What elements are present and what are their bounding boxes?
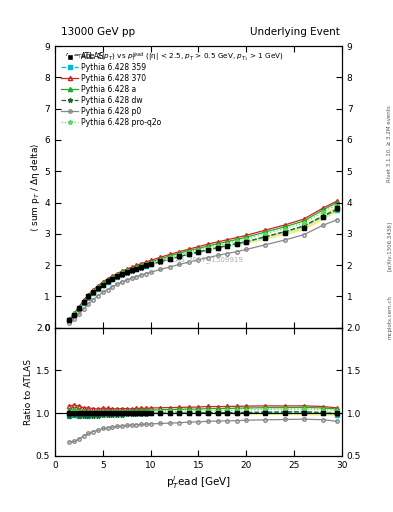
Y-axis label: Ratio to ATLAS: Ratio to ATLAS <box>24 359 33 424</box>
Text: [arXiv:1306.3436]: [arXiv:1306.3436] <box>387 221 392 271</box>
Text: 13000 GeV pp: 13000 GeV pp <box>61 27 135 37</box>
X-axis label: p$_T^l$ead [GeV]: p$_T^l$ead [GeV] <box>166 474 231 490</box>
Text: Underlying Event: Underlying Event <box>250 27 340 37</box>
Y-axis label: ⟨ sum p$_T$ / Δη delta⟩: ⟨ sum p$_T$ / Δη delta⟩ <box>29 142 42 231</box>
Legend: ATLAS, Pythia 6.428 359, Pythia 6.428 370, Pythia 6.428 a, Pythia 6.428 dw, Pyth: ATLAS, Pythia 6.428 359, Pythia 6.428 37… <box>59 50 163 129</box>
Text: mcplots.cern.ch: mcplots.cern.ch <box>387 295 392 339</box>
Text: Rivet 3.1.10, ≥ 3.2M events: Rivet 3.1.10, ≥ 3.2M events <box>387 105 392 182</box>
Text: Average $\Sigma(p_T)$ vs $p_T^{lead}$ ($|$η$|$ < 2.5, $p_T$ > 0.5 GeV, $p_{T_1}$: Average $\Sigma(p_T)$ vs $p_T^{lead}$ ($… <box>64 50 284 63</box>
Text: ATLAS_2017_I1509919: ATLAS_2017_I1509919 <box>164 257 244 264</box>
